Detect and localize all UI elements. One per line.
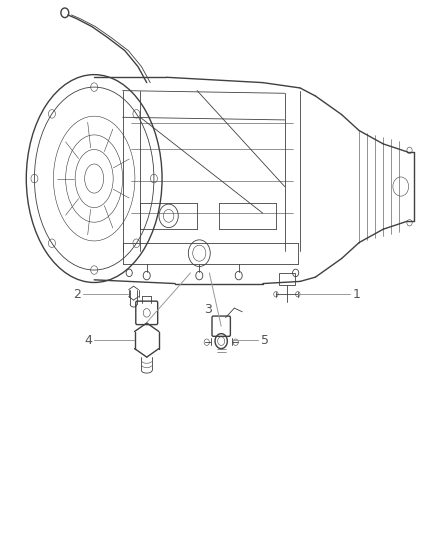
Text: 5: 5 [261, 334, 268, 346]
Text: 3: 3 [204, 303, 212, 316]
Text: 1: 1 [353, 288, 360, 301]
Text: 2: 2 [73, 288, 81, 301]
Text: 4: 4 [84, 334, 92, 346]
